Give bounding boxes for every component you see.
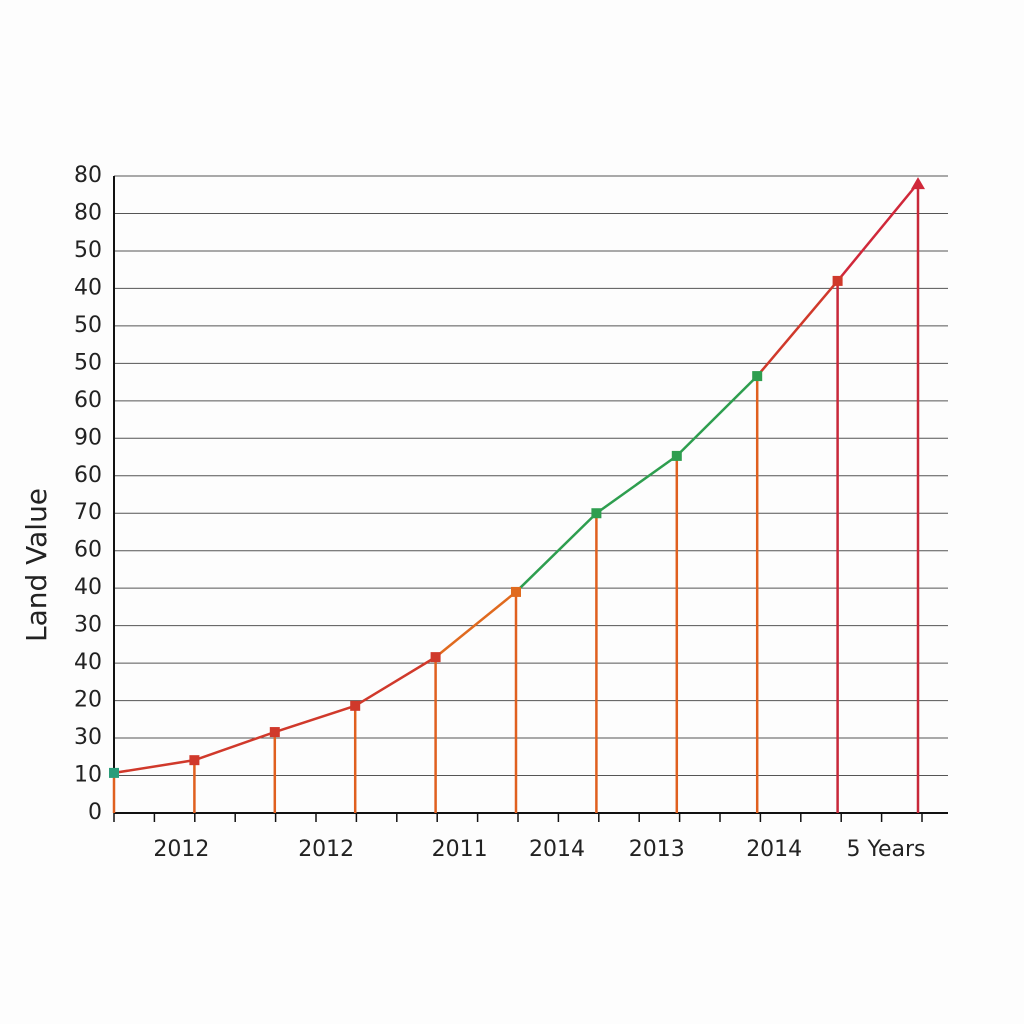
line-segment [515,512,598,593]
x-tick-label: 2012 [153,837,209,862]
x-tick-label: 2012 [298,837,354,862]
marker [511,586,521,597]
line-segment [675,375,759,457]
line-segment [354,656,437,707]
y-tick-label: 60 [74,388,102,413]
y-tick-label: 40 [74,650,102,675]
y-tick-label: 0 [88,800,102,825]
marker [752,371,763,382]
y-axis-label: Land Value [20,488,53,642]
line-segment [274,704,356,734]
marker [591,508,602,519]
y-tick-label: 50 [74,350,102,375]
y-tick-label: 30 [74,613,102,638]
marker [832,275,843,286]
y-tick-label: 50 [74,313,102,338]
y-tick-label: 10 [74,763,102,788]
y-tick-label: 60 [74,538,102,563]
line-segment [434,590,517,659]
marker [350,700,361,711]
y-tick-label: 20 [74,688,102,713]
y-tick-label: 80 [74,163,102,188]
marker [671,450,682,461]
marker [269,727,280,738]
y-tick-label: 50 [74,238,102,263]
y-tick-label: 60 [74,463,102,488]
line-segment [113,758,195,775]
marker [911,177,925,190]
marker [109,767,119,778]
y-tick-label: 40 [74,575,102,600]
x-tick-label: 2013 [629,837,685,862]
line-segment [595,454,678,515]
x-tick-label: 5 Years [846,837,925,862]
y-tick-label: 90 [74,425,102,450]
x-tick-label: 2014 [529,837,585,862]
marker [189,755,200,766]
y-tick-label: 40 [74,275,102,300]
y-tick-label: 80 [74,200,102,225]
y-tick-label: 70 [74,500,102,525]
x-tick-label: 2014 [746,837,802,862]
line-segment [193,730,276,762]
x-tick-label: 2011 [432,837,488,862]
line-segment [836,182,919,282]
marker [430,652,441,663]
line-segment [756,280,839,377]
y-tick-label: 30 [74,725,102,750]
